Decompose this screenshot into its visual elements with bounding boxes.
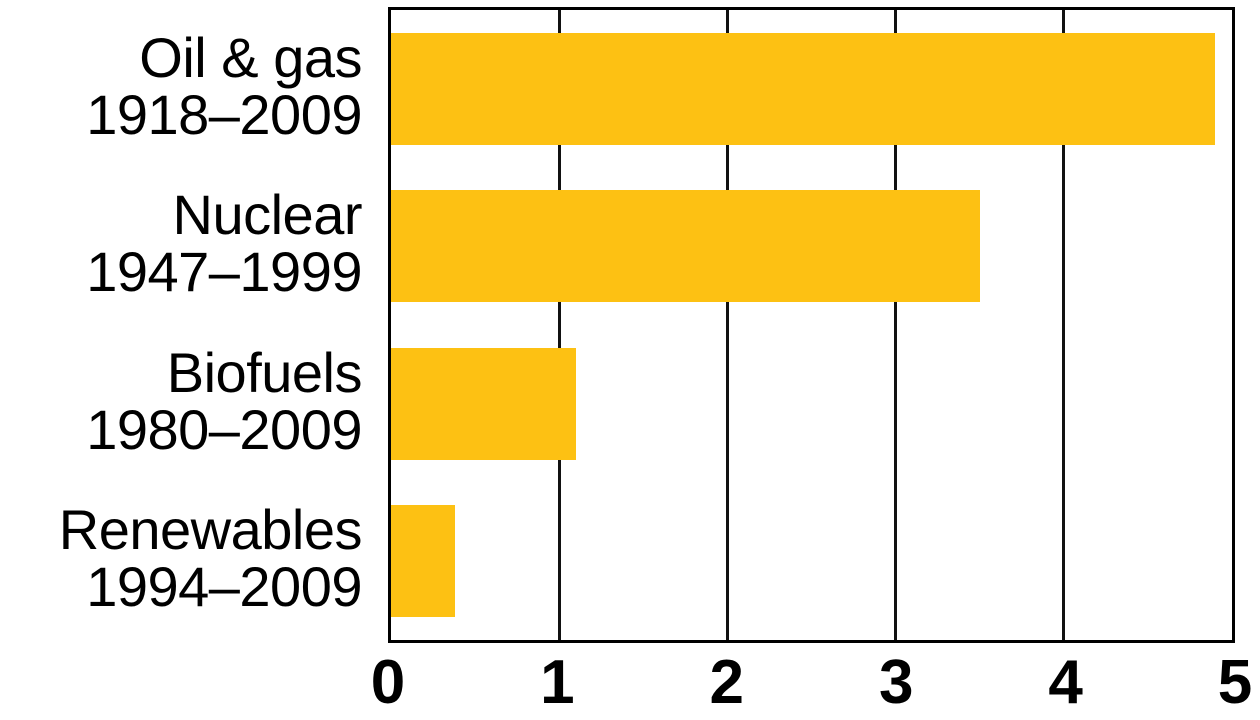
label-period: 1980–2009 (86, 397, 362, 461)
gridline-3 (894, 10, 898, 640)
label-oil-and-gas: Oil & gas 1918–2009 (0, 29, 362, 143)
bar-oil-and-gas (391, 32, 1216, 145)
x-tick-4: 4 (1048, 648, 1083, 717)
label-name: Biofuels (166, 340, 363, 404)
label-biofuels: Biofuels 1980–2009 (0, 344, 362, 458)
bar-biofuels (391, 347, 577, 460)
plot-area (388, 7, 1235, 643)
x-axis: 0 1 2 3 4 5 (371, 648, 1252, 720)
gridline-2 (725, 10, 729, 640)
x-tick-0: 0 (370, 648, 406, 717)
label-renewables: Renewables 1994–2009 (0, 498, 363, 619)
x-tick-5: 5 (1217, 648, 1253, 717)
label-name: Renewables (58, 498, 363, 562)
x-tick-3: 3 (878, 648, 914, 717)
bar-renewables (391, 505, 455, 618)
label-nuclear: Nuclear 1947–1999 (0, 186, 362, 300)
category-labels: Oil & gas 1918–2009 Nuclear 1947–1999 Biofue… (0, 7, 363, 643)
label-period: 1918–2009 (86, 82, 362, 146)
label-name: Oil & gas (139, 25, 362, 89)
gridline-1 (557, 10, 561, 640)
x-tick-1: 1 (540, 648, 575, 717)
label-period: 1994–2009 (86, 555, 362, 619)
gridline-4 (1062, 10, 1066, 640)
label-name: Nuclear (172, 183, 363, 247)
bar-nuclear (391, 190, 980, 303)
x-tick-2: 2 (709, 648, 745, 717)
label-period: 1947–1999 (86, 240, 362, 304)
